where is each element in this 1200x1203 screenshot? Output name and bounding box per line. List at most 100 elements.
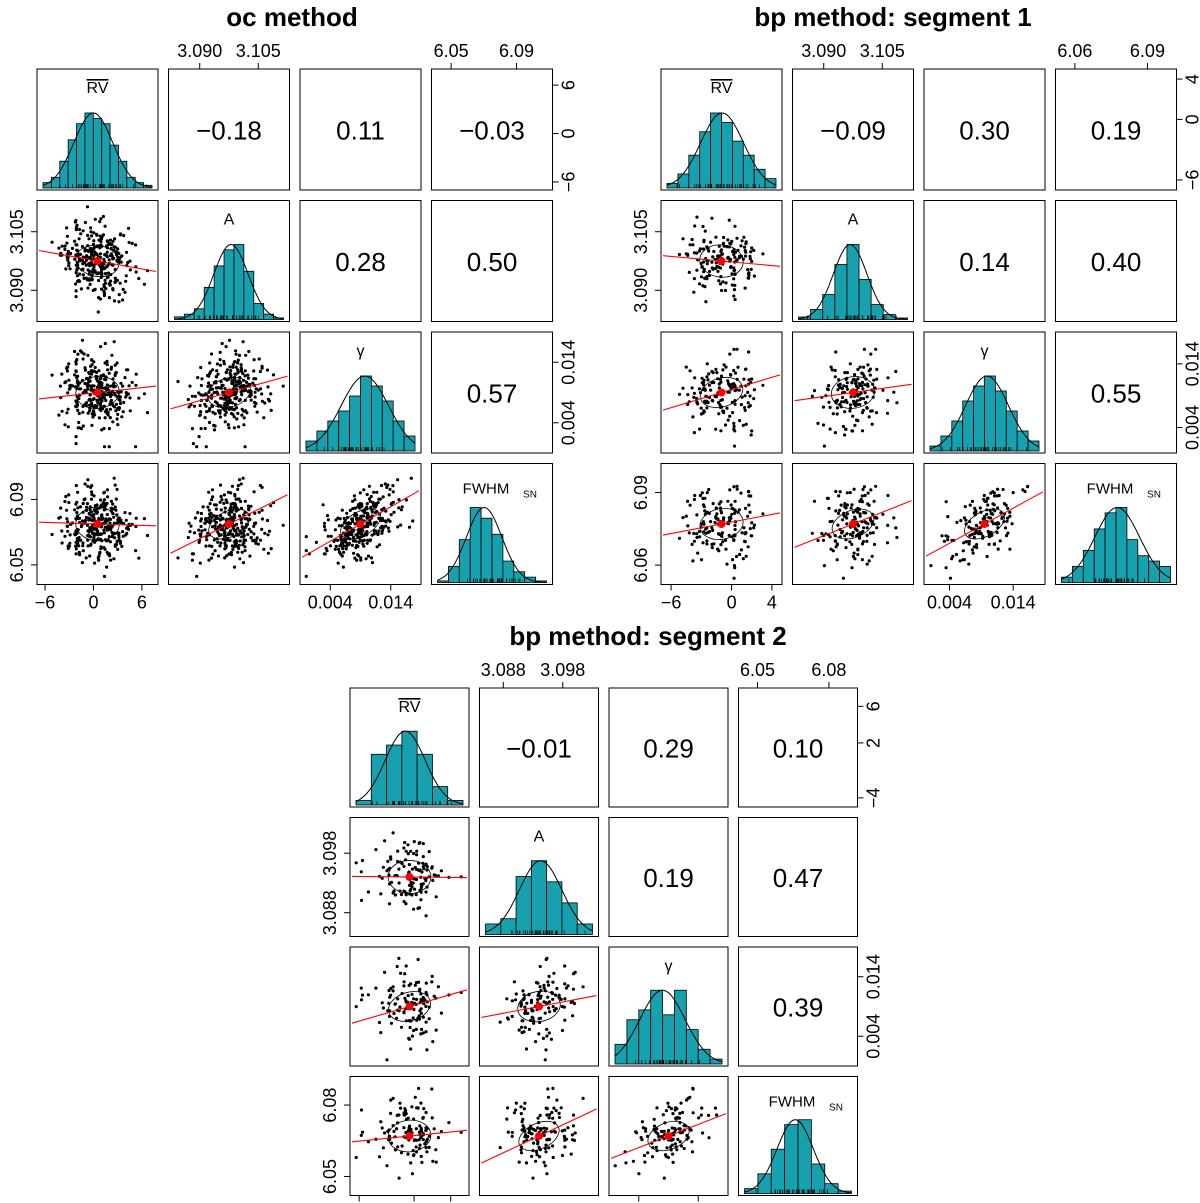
scatter-point: [560, 1028, 565, 1033]
scatter-point: [113, 276, 117, 280]
scatter-point: [210, 498, 214, 502]
scatter-point: [396, 1145, 400, 1149]
histogram-bar: [223, 249, 235, 320]
variable-label: γ: [357, 343, 365, 360]
scatter-point: [727, 383, 731, 387]
scatter-point: [536, 1142, 540, 1146]
scatter-point: [716, 517, 720, 521]
scatter-point: [843, 505, 847, 509]
scatter-point: [122, 400, 126, 405]
scatter-point: [79, 524, 83, 529]
scatter-point: [761, 383, 765, 387]
scatter-point: [409, 849, 413, 853]
scatter-point: [843, 410, 847, 414]
scatter-point: [226, 538, 230, 542]
scatter-point: [390, 501, 394, 505]
scatter-point: [1000, 516, 1004, 521]
scatter-point: [214, 386, 218, 390]
scatter-point: [126, 392, 131, 396]
scatter-point: [434, 1160, 438, 1164]
scatter-point: [60, 529, 64, 533]
scatter-point: [853, 527, 858, 531]
scatter-point: [134, 445, 138, 449]
scatter-point: [359, 514, 363, 518]
scatter-point: [188, 530, 192, 534]
scatter-point: [845, 400, 849, 405]
scatter-point: [67, 500, 71, 505]
scatter-point: [716, 400, 721, 405]
histogram-bar: [822, 294, 836, 320]
scatter-point: [361, 514, 365, 518]
scatter-point: [691, 415, 695, 419]
scatter-point: [348, 508, 352, 512]
scatter-point: [837, 494, 841, 498]
scatter-point: [210, 352, 214, 356]
scatter-point: [427, 850, 431, 854]
scatter-point: [91, 288, 95, 292]
scatter-point: [227, 338, 232, 342]
scatter-point: [739, 548, 744, 552]
scatter-point: [686, 253, 690, 257]
scatter-point: [90, 490, 94, 494]
scatter-point: [840, 530, 844, 534]
scatter-point: [386, 526, 390, 530]
scatter-point: [112, 381, 116, 385]
scatter-point: [400, 1144, 404, 1148]
scatter-point: [752, 274, 757, 278]
scatter-point: [103, 278, 107, 282]
scatter-point: [252, 490, 256, 494]
scatter-point: [99, 345, 103, 349]
scatter-point: [232, 513, 236, 517]
scatter-point: [821, 538, 826, 542]
scatter-point: [415, 849, 419, 853]
scatter-point: [109, 279, 113, 283]
scatter-point: [113, 483, 117, 487]
scatter-point: [105, 565, 109, 569]
scatter-point: [66, 391, 70, 395]
scatter-point: [872, 542, 877, 547]
scatter-point: [536, 1116, 540, 1120]
scatter-point: [253, 390, 257, 394]
scatter-point: [723, 288, 728, 293]
scatter-point: [860, 429, 865, 433]
scatter-point: [701, 520, 706, 524]
density-curve: [798, 244, 908, 320]
scatter-point: [563, 997, 567, 1001]
histogram-bar: [858, 279, 872, 320]
scatter-point: [236, 526, 240, 530]
scatter-point: [87, 277, 91, 281]
scatter-point: [380, 1126, 384, 1130]
scatter-point: [234, 406, 239, 410]
scatter-point: [246, 373, 250, 377]
scatter-point: [686, 524, 690, 528]
scatter-point: [976, 532, 981, 536]
scatter-point: [100, 287, 104, 291]
scatter-point: [385, 1164, 389, 1168]
scatter-point: [967, 525, 971, 529]
scatter-point: [732, 421, 736, 425]
scatter-point: [991, 502, 995, 506]
scatter-point: [74, 540, 78, 545]
variable-label: RV: [711, 80, 733, 97]
x-tick-label: 3.105: [860, 41, 905, 61]
scatter-point: [120, 544, 124, 549]
panel-frame: [660, 331, 783, 454]
scatter-point: [359, 527, 363, 531]
y-tick-label: 3.105: [631, 209, 651, 254]
axis-1: −426−426: [358, 701, 884, 1202]
panel-frame: [349, 687, 470, 808]
scatter-point: [92, 265, 96, 269]
scatter-point: [841, 576, 846, 580]
scatter-point: [65, 517, 69, 521]
scatter-point: [87, 237, 91, 241]
scatter-point: [820, 531, 824, 536]
scatter-point: [726, 379, 730, 383]
scatter-point: [83, 220, 87, 225]
scatter-point: [686, 393, 690, 397]
scatter-point: [137, 396, 141, 400]
scatter-point: [710, 526, 714, 530]
x-tick-label: 6.05: [740, 660, 775, 680]
scatter-point: [76, 254, 80, 258]
scatter-point: [124, 274, 128, 278]
scatter-point: [86, 534, 90, 538]
